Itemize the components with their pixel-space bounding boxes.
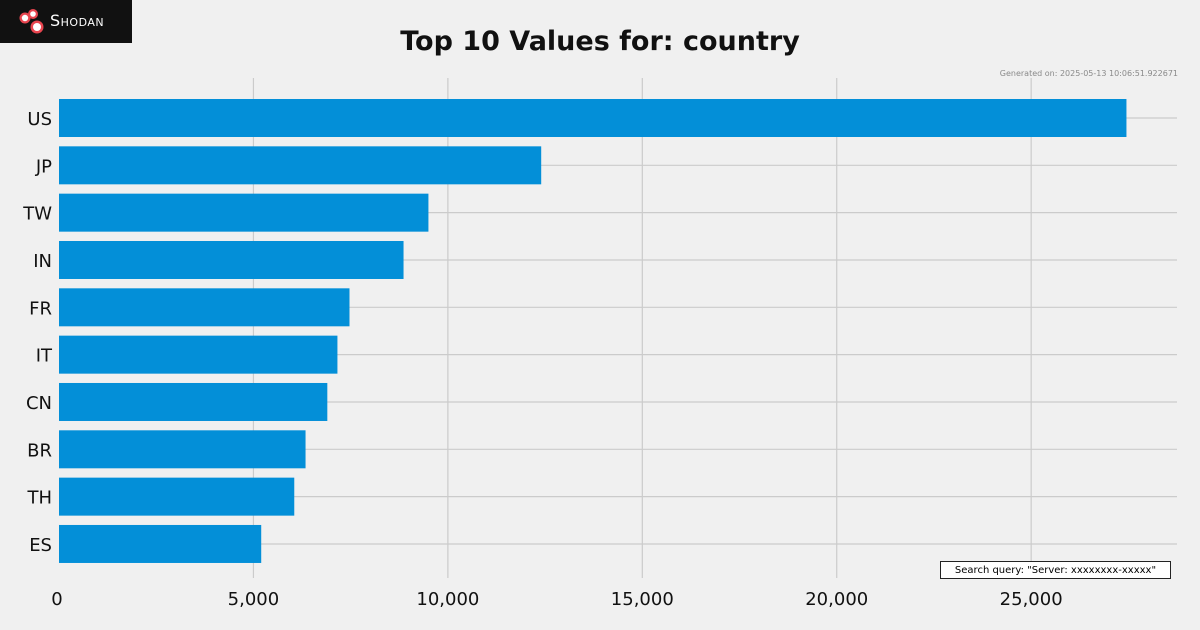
bar-us — [59, 99, 1127, 137]
bar-th — [59, 477, 295, 516]
shodan-logo-icon — [19, 9, 44, 34]
x-tick-label: 20,000 — [805, 589, 868, 610]
bar-es — [59, 524, 262, 563]
y-tick-label: JP — [35, 156, 52, 177]
y-tick-label: FR — [29, 298, 52, 319]
bar-tw — [59, 193, 429, 232]
bar-it — [59, 335, 338, 374]
bar-cn — [59, 382, 328, 421]
x-tick-label: 0 — [51, 589, 62, 610]
y-tick-label: TW — [22, 204, 52, 225]
search-query-box: Search query: "Server: xxxxxxxx-xxxxx" — [940, 561, 1171, 579]
y-tick-label: IN — [33, 251, 52, 272]
y-tick-label: IT — [36, 346, 53, 367]
bar-in — [59, 240, 404, 279]
generated-timestamp: Generated on: 2025-05-13 10:06:51.922671 — [999, 69, 1178, 78]
x-tick-label: 25,000 — [1000, 589, 1063, 610]
chart-title: Top 10 Values for: country — [400, 26, 800, 57]
bar-fr — [59, 288, 350, 327]
shodan-logo[interactable]: Shodan — [0, 0, 132, 43]
shodan-logo-text: Shodan — [50, 11, 105, 30]
x-tick-label: 10,000 — [416, 589, 479, 610]
bar-br — [59, 430, 306, 469]
y-tick-label: TH — [26, 488, 52, 509]
y-tick-label: CN — [26, 393, 52, 414]
y-tick-label: ES — [29, 535, 52, 556]
x-tick-label: 15,000 — [611, 589, 674, 610]
y-tick-label: US — [27, 109, 52, 130]
x-tick-label: 5,000 — [228, 589, 280, 610]
bar-jp — [59, 146, 542, 185]
y-tick-label: BR — [27, 440, 52, 461]
